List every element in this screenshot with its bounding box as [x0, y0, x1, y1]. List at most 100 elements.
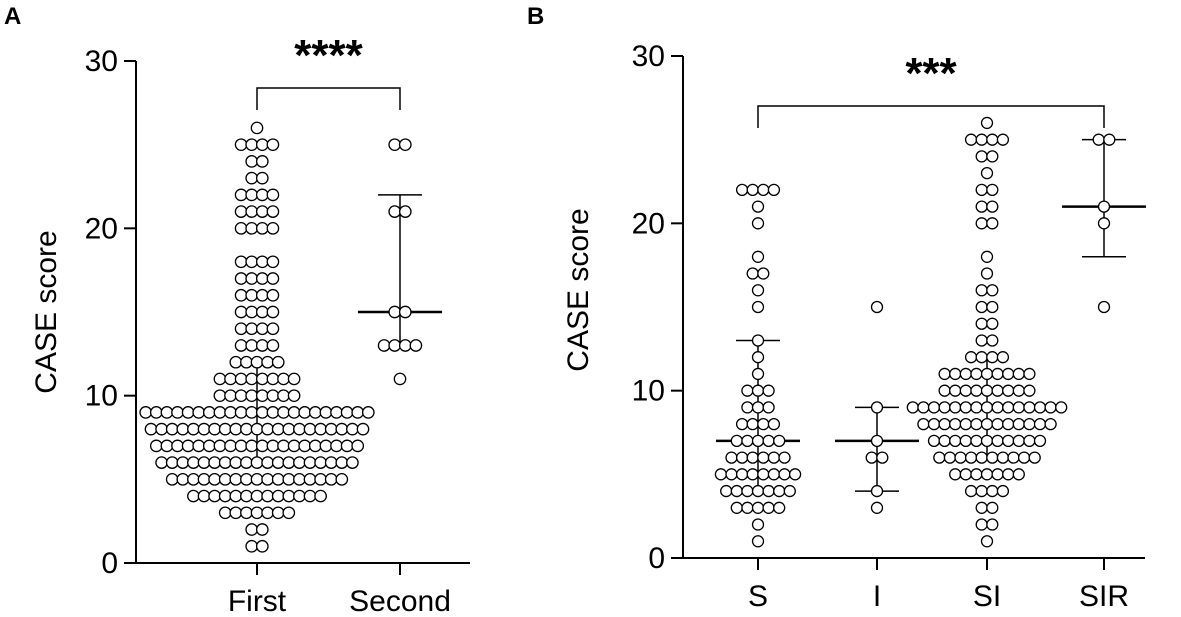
data-point-a: [245, 171, 259, 185]
y-tick-label-b: 0: [648, 542, 665, 575]
data-point-a: [229, 506, 243, 520]
data-point-a: [398, 138, 412, 152]
y-axis-label-a: CASE score: [30, 230, 63, 393]
data-point-a: [266, 138, 280, 152]
x-category-label-b: SI: [973, 580, 1001, 613]
data-point-b: [986, 200, 999, 213]
data-point-a: [197, 422, 211, 436]
data-point-a: [314, 472, 327, 486]
data-point-a: [255, 255, 269, 269]
data-point-a: [245, 389, 259, 403]
data-point-b: [1092, 133, 1105, 146]
data-point-b: [1012, 434, 1025, 448]
data-point-b: [751, 535, 765, 548]
data-point-b: [870, 434, 884, 448]
data-point-b: [970, 468, 983, 481]
x-category-label-b: I: [873, 580, 881, 613]
data-point-b: [1002, 401, 1015, 414]
data-point-b: [762, 484, 775, 498]
data-point-a: [218, 422, 232, 436]
data-point-a: [218, 506, 232, 520]
data-point-a: [287, 406, 301, 419]
data-point-a: [224, 372, 237, 386]
data-point-a: [303, 456, 317, 469]
x-category-label-b: S: [748, 580, 768, 613]
data-point-b: [1002, 367, 1015, 381]
data-point-a: [187, 456, 200, 469]
y-axis-label-b: CASE score: [562, 208, 595, 371]
data-point-b: [1097, 200, 1111, 213]
data-point-a: [165, 422, 179, 436]
data-point-a: [234, 322, 248, 336]
data-point-a: [388, 205, 402, 218]
panel-letter-a: A: [4, 3, 21, 30]
data-point-b: [986, 183, 999, 197]
data-point-a: [250, 456, 264, 469]
data-point-b: [959, 367, 972, 381]
data-point-b: [975, 451, 988, 464]
data-point-b: [975, 133, 988, 146]
significance-stars-b: ***: [905, 49, 957, 98]
data-point-b: [751, 284, 765, 297]
data-point-b: [762, 501, 775, 514]
data-point-a: [340, 439, 354, 453]
data-point-b: [991, 401, 1004, 414]
data-point-b: [964, 133, 978, 146]
data-point-a: [240, 456, 253, 469]
data-point-a: [314, 422, 327, 436]
data-point-a: [234, 305, 248, 319]
data-point-a: [208, 456, 221, 469]
data-point-b: [725, 451, 738, 464]
data-point-b: [1002, 468, 1015, 481]
data-point-a: [250, 422, 264, 436]
data-point-b: [773, 434, 786, 448]
data-point-b: [735, 183, 749, 197]
data-point-a: [319, 439, 333, 453]
data-point-a: [187, 489, 200, 503]
data-point-b: [751, 501, 765, 514]
data-point-a: [149, 406, 163, 419]
data-point-b: [746, 417, 759, 431]
data-point-a: [255, 188, 269, 202]
data-point-b: [1012, 417, 1025, 431]
data-point-a: [271, 355, 285, 369]
data-point-b: [917, 401, 930, 414]
data-point-a: [266, 221, 280, 235]
data-point-b: [949, 367, 962, 381]
data-point-b: [959, 401, 972, 414]
data-point-b: [757, 451, 770, 464]
data-point-b: [996, 484, 1010, 498]
data-point-b: [986, 133, 999, 146]
data-point-a: [393, 372, 407, 386]
data-point-a: [266, 439, 280, 453]
data-point-a: [255, 389, 269, 403]
data-point-b: [865, 451, 878, 464]
data-point-a: [218, 456, 232, 469]
data-point-b: [986, 501, 999, 514]
data-point-b: [741, 384, 754, 397]
data-point-b: [949, 434, 962, 448]
y-tick-label-a: 0: [101, 547, 118, 580]
data-point-a: [240, 489, 253, 503]
data-point-a: [361, 406, 375, 419]
data-point-a: [293, 489, 306, 503]
data-point-a: [224, 406, 237, 419]
data-point-a: [213, 439, 227, 453]
data-point-a: [287, 439, 301, 453]
data-point-a: [335, 422, 349, 436]
data-point-a: [213, 389, 227, 403]
data-point-b: [964, 351, 978, 364]
data-point-b: [964, 484, 978, 498]
data-point-a: [324, 422, 338, 436]
data-point-a: [277, 389, 290, 403]
data-point-a: [192, 439, 206, 453]
data-point-b: [980, 166, 994, 180]
y-ticks-b: 0 10 20 30: [632, 40, 683, 575]
data-point-a: [398, 305, 412, 319]
data-point-a: [160, 406, 174, 419]
data-point-a: [261, 472, 274, 486]
data-point-a: [144, 422, 158, 436]
data-point-a: [261, 506, 274, 520]
data-point-a: [240, 355, 253, 369]
data-point-b: [746, 468, 759, 481]
